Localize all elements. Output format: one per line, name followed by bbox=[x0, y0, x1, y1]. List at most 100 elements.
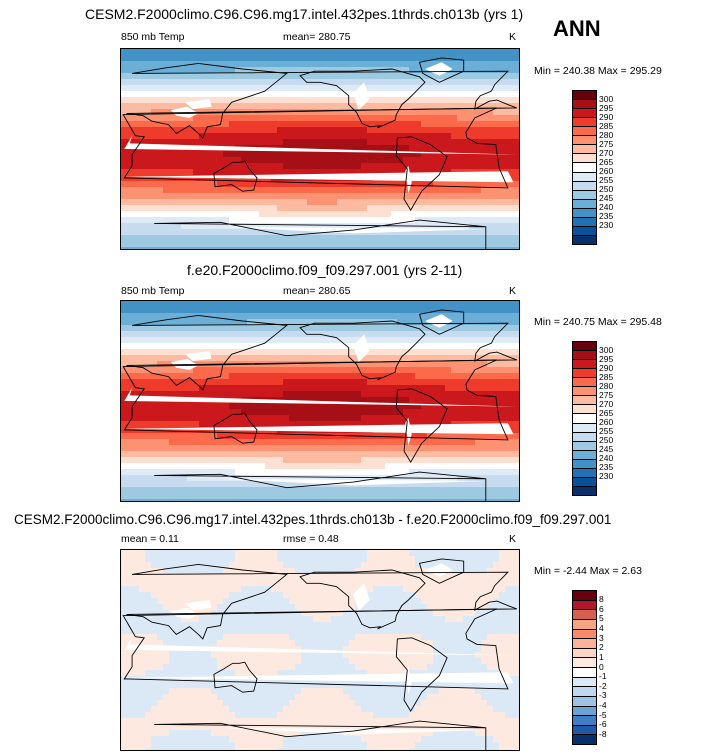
panel1-field-cell bbox=[367, 169, 373, 175]
panel2-field-cell bbox=[343, 457, 349, 463]
panel2-map bbox=[120, 300, 520, 502]
panel2-field-cell bbox=[247, 355, 253, 361]
panel2-field-cell bbox=[205, 481, 211, 487]
panel2-field-cell bbox=[229, 313, 235, 319]
panel1-field-cell bbox=[373, 235, 379, 241]
panel2-field-cell bbox=[511, 475, 517, 481]
panel3-field-cell bbox=[385, 562, 391, 568]
panel1-field-cell bbox=[313, 241, 319, 247]
panel1-field-cell bbox=[499, 127, 505, 133]
panel2-field-cell bbox=[163, 337, 169, 343]
panel1-field-cell bbox=[163, 157, 169, 163]
panel1-field-cell bbox=[487, 157, 493, 163]
panel2-field-cell bbox=[481, 445, 487, 451]
panel1-field-cell bbox=[151, 85, 157, 91]
panel2-field-cell bbox=[295, 367, 301, 373]
panel2-field-cell bbox=[169, 385, 175, 391]
panel1-field-cell bbox=[337, 169, 343, 175]
panel1-field-cell bbox=[439, 247, 445, 249]
panel2-field-cell bbox=[217, 499, 223, 501]
panel1-field-cell bbox=[385, 85, 391, 91]
panel1-field-cell bbox=[397, 187, 403, 193]
panel2-field-cell bbox=[493, 313, 499, 319]
panel2-field-cell bbox=[385, 403, 391, 409]
panel1-field-cell bbox=[163, 169, 169, 175]
panel2-field-cell bbox=[325, 469, 331, 475]
panel1-field-cell bbox=[271, 211, 277, 217]
panel2-field-cell bbox=[211, 325, 217, 331]
panel1-field-cell bbox=[181, 73, 187, 79]
panel2-field-cell bbox=[379, 463, 385, 469]
panel2-field-cell bbox=[361, 325, 367, 331]
panel2-field-cell bbox=[505, 367, 511, 373]
panel2-field-cell bbox=[415, 463, 421, 469]
panel2-field-cell bbox=[517, 355, 519, 361]
panel2-field-cell bbox=[391, 439, 397, 445]
panel1-field-cell bbox=[367, 235, 373, 241]
panel1-field-cell bbox=[193, 91, 199, 97]
panel1-field-cell bbox=[265, 151, 271, 157]
panel1-field-cell bbox=[145, 199, 151, 205]
panel1-field-cell bbox=[343, 247, 349, 249]
panel1-field-cell bbox=[397, 79, 403, 85]
panel2-field-cell bbox=[379, 313, 385, 319]
panel1-field-cell bbox=[475, 211, 481, 217]
panel2-field-cell bbox=[181, 379, 187, 385]
panel2-field-cell bbox=[331, 373, 337, 379]
panel1-field-cell bbox=[445, 151, 451, 157]
panel2-field-cell bbox=[175, 373, 181, 379]
panel1-field-cell bbox=[343, 145, 349, 151]
panel1-field-cell bbox=[325, 49, 331, 55]
panel1-field-cell bbox=[367, 109, 373, 115]
panel1-field-cell bbox=[145, 73, 151, 79]
panel2-field-cell bbox=[397, 367, 403, 373]
panel2-field-cell bbox=[121, 385, 127, 391]
panel2-field-cell bbox=[325, 493, 331, 499]
panel1-field-cell bbox=[337, 223, 343, 229]
panel1-field-cell bbox=[463, 109, 469, 115]
panel2-field-cell bbox=[343, 325, 349, 331]
panel1-field-cell bbox=[127, 61, 133, 67]
panel2-field-cell bbox=[361, 313, 367, 319]
panel2-field-cell bbox=[445, 379, 451, 385]
panel2-field-cell bbox=[169, 379, 175, 385]
panel2-field-cell bbox=[427, 445, 433, 451]
panel2-field-cell bbox=[199, 337, 205, 343]
panel1-field-cell bbox=[283, 151, 289, 157]
panel3-field-cell bbox=[433, 562, 439, 568]
panel2-field-cell bbox=[193, 469, 199, 475]
panel1-field-cell bbox=[487, 73, 493, 79]
panel1-field-cell bbox=[355, 241, 361, 247]
panel2-field-cell bbox=[361, 451, 367, 457]
panel1-field-cell bbox=[187, 61, 193, 67]
panel1-field-cell bbox=[235, 151, 241, 157]
panel2-field-cell bbox=[259, 319, 265, 325]
panel2-field-cell bbox=[379, 409, 385, 415]
panel2-field-cell bbox=[265, 349, 271, 355]
panel2-field-cell bbox=[505, 385, 511, 391]
panel2-field-cell bbox=[157, 493, 163, 499]
panel2-field-cell bbox=[205, 421, 211, 427]
panel1-field-cell bbox=[175, 235, 181, 241]
panel2-field-cell bbox=[457, 349, 463, 355]
panel1-field-cell bbox=[139, 181, 145, 187]
panel2-field-cell bbox=[421, 469, 427, 475]
panel1-field-cell bbox=[223, 223, 229, 229]
panel1-field-cell bbox=[127, 169, 133, 175]
panel1-field-cell bbox=[283, 49, 289, 55]
panel1-colorbar-tick-label: 240 bbox=[599, 202, 614, 213]
panel1-field-cell bbox=[493, 61, 499, 67]
panel1-field-cell bbox=[283, 187, 289, 193]
panel2-field-cell bbox=[379, 325, 385, 331]
panel1-field-cell bbox=[421, 181, 427, 187]
panel1-field-cell bbox=[211, 229, 217, 235]
panel2-field-cell bbox=[175, 457, 181, 463]
panel1-field-cell bbox=[367, 79, 373, 85]
panel2-field-cell bbox=[433, 361, 439, 367]
panel2-field-cell bbox=[295, 391, 301, 397]
panel2-field-cell bbox=[295, 307, 301, 313]
panel1-field-cell bbox=[277, 217, 283, 223]
panel1-topo-mask bbox=[124, 135, 517, 155]
panel1-field-cell bbox=[247, 241, 253, 247]
panel1-field-cell bbox=[211, 121, 217, 127]
